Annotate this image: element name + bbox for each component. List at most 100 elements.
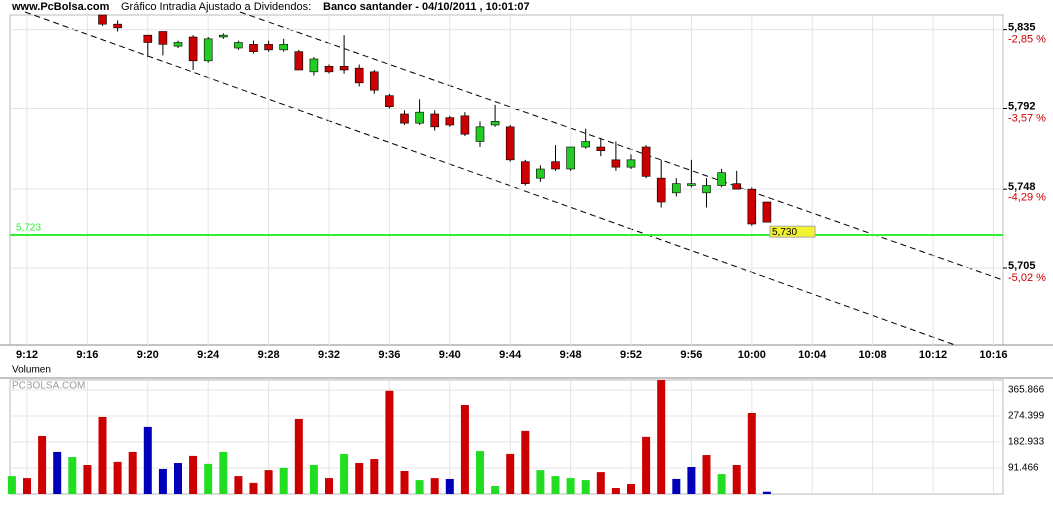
x-tick-label: 9:16	[76, 349, 98, 361]
volume-bar	[506, 453, 515, 494]
candle-body	[717, 172, 726, 186]
candle-body	[339, 66, 349, 71]
candle-body	[188, 36, 198, 62]
volume-bar	[83, 465, 92, 494]
candle-body	[687, 183, 696, 186]
candle-body	[747, 188, 757, 225]
volume-bar	[687, 466, 696, 494]
candle-body	[385, 95, 394, 107]
volume-bar	[581, 480, 590, 494]
volume-bar	[717, 474, 726, 494]
candle-body	[309, 58, 319, 73]
candle-body	[324, 66, 334, 73]
volume-bar	[7, 476, 16, 494]
volume-bar	[385, 390, 394, 494]
last-price-label: 5,730	[772, 227, 797, 238]
candle-body	[264, 44, 273, 51]
y-tick-label: 5,748	[1008, 181, 1036, 193]
candle-body	[234, 42, 243, 49]
x-tick-label: 10:16	[979, 349, 1007, 361]
x-tick-label: 9:56	[680, 349, 702, 361]
volume-bar	[521, 430, 530, 494]
volume-bar	[113, 461, 122, 494]
volume-bar	[642, 436, 651, 494]
volume-bar	[68, 457, 77, 494]
volume-bar	[204, 463, 213, 494]
y2-tick-label: -2,85 %	[1008, 33, 1046, 45]
candle-body	[520, 161, 530, 184]
x-tick-label: 10:12	[919, 349, 947, 361]
x-tick-label: 9:52	[620, 349, 642, 361]
y2-tick-label: -3,57 %	[1008, 113, 1046, 125]
volume-bar	[264, 470, 273, 494]
volume-bar	[460, 405, 469, 494]
volume-bar	[702, 455, 711, 494]
watermark: PCBOLSA.COM	[12, 381, 85, 392]
volume-bar	[370, 459, 379, 494]
volume-bar	[340, 453, 349, 494]
x-tick-label: 9:36	[378, 349, 400, 361]
x-tick-label: 9:28	[258, 349, 280, 361]
volume-bar	[596, 472, 605, 494]
y2-tick-label: -5,02 %	[1008, 272, 1046, 284]
volume-bar	[445, 478, 454, 494]
candle-body	[279, 44, 289, 51]
volume-bar	[279, 467, 288, 494]
reference-label: 5,723	[16, 223, 41, 234]
x-tick-label: 9:32	[318, 349, 340, 361]
chart-title: Banco santander - 04/10/2011 , 10:01:07	[323, 1, 530, 13]
volume-bar	[38, 436, 47, 494]
candle-body	[369, 71, 379, 91]
x-tick-label: 9:44	[499, 349, 522, 361]
trend-line	[24, 11, 956, 346]
volume-bar	[627, 484, 635, 494]
y-tick-label: 274.399	[1008, 411, 1045, 422]
volume-bar	[294, 418, 303, 494]
volume-bar	[551, 476, 560, 494]
volume-bar	[657, 380, 666, 494]
volume-bar	[430, 478, 439, 494]
candle-body	[671, 183, 681, 194]
volume-bar	[234, 476, 243, 494]
y-tick-label: 91.466	[1008, 463, 1039, 474]
candle-body	[203, 38, 213, 62]
y-tick-label: 365.866	[1008, 385, 1045, 396]
volume-bar	[415, 480, 424, 494]
volume-bar	[672, 478, 681, 494]
last-price-box	[769, 225, 816, 238]
subtitle: Gráfico Intradia Ajustado a Dividendos:	[121, 1, 311, 13]
volume-bar	[219, 451, 228, 494]
volume-bar	[174, 463, 182, 494]
volume-bar	[249, 482, 258, 494]
candle-body	[249, 44, 258, 52]
volume-bar	[611, 488, 620, 494]
volume-title: Volumen	[12, 365, 51, 376]
candle-body	[490, 121, 500, 126]
volume-bar	[158, 468, 167, 494]
candle-body	[581, 141, 591, 148]
candle-body	[113, 23, 122, 29]
candle-body	[656, 177, 666, 203]
candle-body	[158, 31, 168, 45]
candle-body	[294, 51, 304, 71]
candle-body	[445, 117, 455, 126]
candle-body	[536, 168, 545, 179]
volume-bar	[536, 470, 545, 494]
y-tick-label: 5,705	[1008, 260, 1036, 272]
candle-body	[475, 126, 485, 142]
x-tick-label: 10:00	[738, 349, 766, 361]
candle-body	[98, 14, 107, 25]
candle-body	[566, 146, 575, 170]
volume-bar	[23, 478, 31, 494]
candle-body	[173, 42, 183, 47]
volume-bar	[325, 478, 333, 494]
candle-body	[551, 161, 560, 170]
volume-bar	[53, 451, 62, 494]
candle-body	[702, 185, 711, 194]
volume-bar	[189, 455, 198, 494]
candle-body	[415, 111, 424, 124]
volume-bar	[491, 486, 500, 494]
x-tick-label: 9:40	[439, 349, 461, 361]
candle-body	[460, 115, 470, 135]
